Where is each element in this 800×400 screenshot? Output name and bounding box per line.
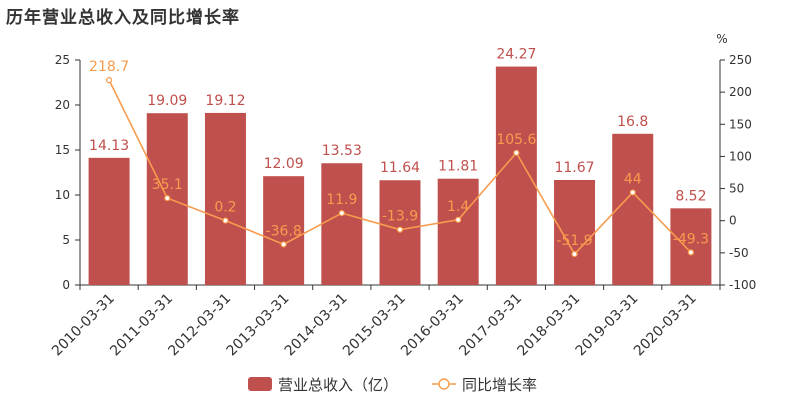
x-axis-tick-label: 2020-03-31 bbox=[631, 291, 700, 360]
right-axis-tick-label: 100 bbox=[729, 149, 752, 163]
right-axis-tick-label: 50 bbox=[729, 182, 744, 196]
revenue-bar-label: 16.8 bbox=[617, 114, 648, 130]
revenue-bar-label: 12.09 bbox=[264, 156, 304, 172]
legend-growth-swatch-point bbox=[438, 378, 450, 390]
revenue-bar-label: 19.09 bbox=[147, 93, 187, 109]
growth-rate-label: -36.8 bbox=[266, 223, 302, 239]
revenue-bar-label: 24.27 bbox=[496, 47, 536, 63]
growth-rate-point bbox=[571, 250, 578, 258]
growth-rate-point bbox=[455, 216, 462, 223]
growth-rate-label: 0.2 bbox=[214, 200, 236, 216]
left-axis-tick-label: 25 bbox=[55, 53, 70, 67]
growth-rate-label: 218.7 bbox=[89, 59, 129, 75]
left-axis-tick-label: 0 bbox=[62, 278, 70, 292]
revenue-bar bbox=[495, 66, 537, 285]
growth-rate-point bbox=[513, 149, 520, 156]
growth-rate-point bbox=[338, 209, 345, 217]
legend-revenue-label: 营业总收入（亿） bbox=[278, 376, 398, 394]
revenue-bar bbox=[321, 163, 363, 285]
revenue-bar-label: 8.52 bbox=[675, 188, 706, 204]
growth-rate-point bbox=[164, 195, 171, 202]
growth-rate-label: 105.6 bbox=[496, 132, 536, 148]
growth-rate-label: -13.9 bbox=[382, 209, 418, 225]
right-axis-tick-label: 250 bbox=[729, 53, 752, 67]
revenue-bar-label: 11.81 bbox=[438, 159, 478, 175]
chart-title: 历年营业总收入及同比增长率 bbox=[6, 8, 240, 28]
growth-rate-point bbox=[222, 217, 229, 224]
growth-rate-point bbox=[687, 249, 695, 256]
left-axis-tick-label: 10 bbox=[55, 188, 70, 202]
left-axis-tick-label: 5 bbox=[62, 233, 70, 247]
legend-revenue-swatch bbox=[248, 377, 272, 391]
growth-rate-point bbox=[105, 77, 113, 84]
growth-rate-label: -51.9 bbox=[556, 233, 592, 249]
revenue-bar bbox=[612, 133, 654, 285]
right-axis-unit: % bbox=[716, 32, 727, 46]
left-axis-tick-label: 20 bbox=[55, 98, 70, 112]
growth-rate-label: 11.9 bbox=[326, 192, 357, 208]
legend-growth-label: 同比增长率 bbox=[462, 376, 537, 394]
growth-rate-label: 35.1 bbox=[152, 177, 183, 193]
revenue-bar bbox=[263, 176, 305, 285]
growth-rate-point bbox=[280, 241, 287, 248]
growth-rate-point bbox=[629, 189, 636, 196]
growth-rate-point bbox=[396, 226, 404, 233]
revenue-bar-label: 11.67 bbox=[554, 160, 594, 176]
right-axis-tick-label: 0 bbox=[729, 214, 737, 228]
right-axis-tick-label: -50 bbox=[729, 246, 749, 260]
revenue-bar bbox=[554, 179, 596, 285]
revenue-bar bbox=[88, 157, 130, 285]
revenue-bar-label: 13.53 bbox=[322, 143, 362, 159]
left-axis-tick-label: 15 bbox=[55, 143, 70, 157]
right-axis-tick-label: -100 bbox=[729, 278, 756, 292]
right-axis-tick-label: 150 bbox=[729, 117, 752, 131]
revenue-bar bbox=[670, 208, 712, 285]
growth-rate-label: 1.4 bbox=[447, 199, 469, 215]
revenue-bar-label: 11.64 bbox=[380, 160, 420, 176]
growth-rate-label: -49.3 bbox=[673, 231, 709, 247]
growth-rate-label: 44 bbox=[624, 171, 642, 187]
revenue-bar bbox=[204, 112, 246, 285]
revenue-bar-label: 14.13 bbox=[89, 138, 129, 154]
revenue-bar-label: 19.12 bbox=[205, 93, 245, 109]
revenue-bar bbox=[437, 178, 479, 285]
right-axis-tick-label: 200 bbox=[729, 85, 752, 99]
